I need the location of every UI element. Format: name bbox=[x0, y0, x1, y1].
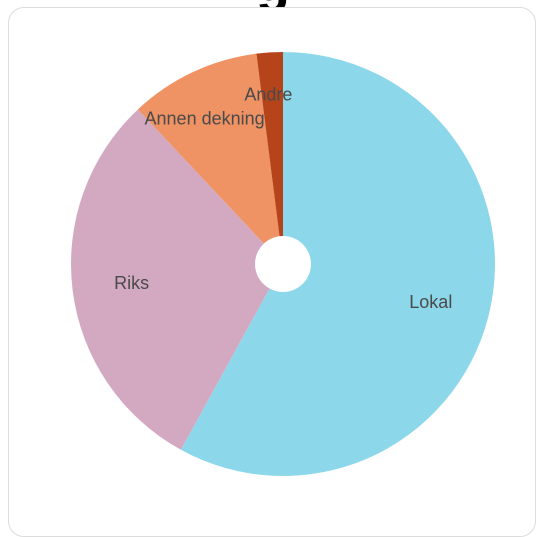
donut-hole bbox=[255, 236, 311, 292]
pie-labels: Lokal Riks Annen dekning Andre bbox=[114, 85, 452, 312]
chart-title-clip: g bbox=[0, 0, 546, 10]
slice-label-annen-dekning: Annen dekning bbox=[145, 108, 265, 128]
chart-title: g bbox=[0, 0, 546, 10]
slice-label-andre: Andre bbox=[244, 85, 292, 105]
pie-slice-lokal bbox=[180, 52, 495, 477]
pie-slice-andre bbox=[256, 52, 283, 264]
pie-slice-annen-dekning bbox=[137, 53, 283, 264]
pie-slice-riks bbox=[71, 109, 283, 450]
pie-chart: Lokal Riks Annen dekning Andre bbox=[71, 52, 495, 477]
slice-label-riks: Riks bbox=[114, 273, 149, 293]
pie-slices bbox=[71, 52, 495, 477]
slice-label-lokal: Lokal bbox=[409, 292, 452, 312]
